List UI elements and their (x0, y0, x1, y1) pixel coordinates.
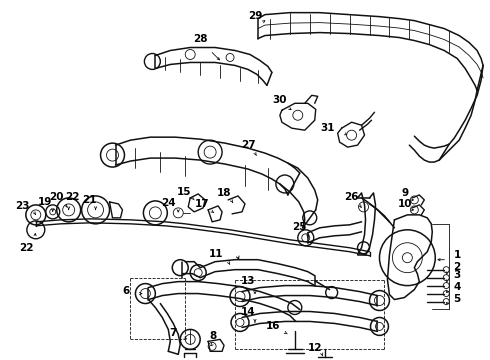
Text: 25: 25 (293, 222, 307, 232)
Text: 15: 15 (177, 187, 192, 197)
Text: 6: 6 (123, 285, 130, 296)
Text: 10: 10 (398, 199, 413, 209)
Text: 24: 24 (161, 198, 175, 208)
Text: 22: 22 (66, 192, 80, 202)
Text: 7: 7 (170, 328, 177, 338)
Text: 20: 20 (49, 192, 64, 202)
Text: 13: 13 (241, 276, 255, 285)
Text: 18: 18 (217, 188, 231, 198)
Text: 23: 23 (16, 201, 30, 211)
Text: 14: 14 (241, 307, 255, 318)
Text: 31: 31 (320, 123, 335, 133)
Text: 26: 26 (344, 192, 359, 202)
Text: 9: 9 (402, 188, 409, 198)
Text: 22: 22 (20, 243, 34, 253)
Text: 21: 21 (82, 195, 97, 205)
Text: 19: 19 (38, 197, 52, 207)
Text: 3: 3 (454, 270, 461, 280)
Text: 8: 8 (210, 332, 217, 341)
Text: 12: 12 (308, 343, 322, 354)
Text: 17: 17 (195, 199, 210, 209)
Text: 5: 5 (454, 293, 461, 303)
Text: 27: 27 (241, 140, 255, 150)
Text: 16: 16 (266, 321, 280, 332)
Text: 28: 28 (193, 33, 207, 44)
Text: 29: 29 (248, 11, 262, 21)
Text: 4: 4 (453, 282, 461, 292)
Text: 30: 30 (272, 95, 287, 105)
Text: 11: 11 (209, 249, 223, 259)
Text: 2: 2 (454, 262, 461, 272)
Text: 1: 1 (454, 250, 461, 260)
